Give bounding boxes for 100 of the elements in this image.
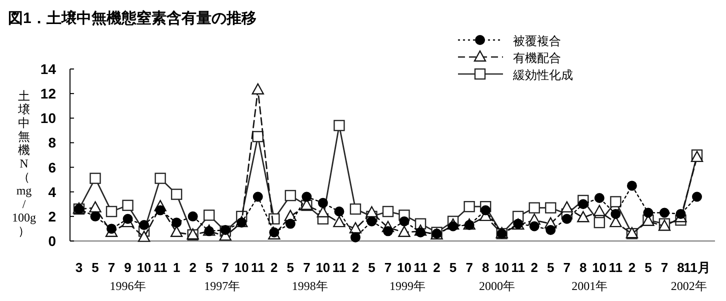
text: 2001年: [572, 279, 608, 293]
y-tick-label: 6: [48, 159, 56, 176]
point: [659, 208, 670, 218]
x-tick-label: 11: [332, 260, 346, 275]
point: [398, 226, 410, 237]
x-tick-label: 5: [449, 260, 457, 275]
x-tick-label: 7: [222, 260, 229, 275]
point: [594, 193, 604, 203]
x-tick-label: 10: [234, 260, 249, 275]
text: 1999年: [390, 279, 426, 293]
point: [350, 232, 360, 242]
text: 2002年: [670, 279, 707, 293]
y-tick-label: 12: [40, 86, 56, 102]
point: [236, 218, 247, 228]
y-tick-label: 14: [40, 61, 56, 77]
point: [318, 198, 328, 208]
point: [545, 202, 556, 214]
point: [448, 221, 458, 232]
point: [577, 211, 590, 222]
point: [138, 230, 150, 242]
y-tick-label: 4: [48, 184, 56, 200]
text: 2000年: [478, 279, 515, 293]
y-tick-label: 0: [48, 233, 56, 249]
y-tick-label: 10: [40, 110, 56, 126]
x-tick-label: 11: [414, 260, 428, 275]
x-tick-label: 1: [172, 260, 180, 275]
point: [188, 211, 198, 222]
x-tick-label: 5: [547, 260, 554, 275]
x-tick-label: 2: [352, 260, 360, 275]
text: 1996年: [110, 279, 146, 293]
point: [399, 216, 410, 226]
point: [676, 208, 686, 219]
point: [578, 199, 588, 210]
point: [349, 222, 362, 234]
point: [382, 206, 394, 218]
x-tick-label: 10: [494, 260, 510, 275]
point: [480, 205, 491, 216]
x-tick-label: 2: [189, 260, 196, 275]
x-tick-label: 10: [316, 260, 330, 275]
text: 1997年: [204, 279, 240, 293]
point: [416, 227, 426, 238]
text: 土壌中無機N（mg/100g）: [12, 89, 36, 238]
x-tick-label: 10: [397, 260, 412, 275]
x-tick-label: 7: [660, 260, 668, 275]
point: [90, 211, 100, 222]
legend-label: 有機配合: [513, 51, 561, 65]
point: [366, 216, 377, 226]
x-tick-label: 11: [608, 260, 623, 275]
point: [154, 172, 166, 184]
x-tick-label: 2: [270, 260, 278, 275]
y-tick-label: 8: [48, 134, 56, 151]
point: [333, 216, 346, 228]
x-tick-label: 2: [530, 260, 538, 275]
point: [204, 226, 214, 236]
point: [383, 226, 393, 236]
x-tick-label: 2: [628, 260, 636, 275]
point: [172, 218, 182, 228]
x-tick-label: 11月: [684, 260, 710, 275]
point: [643, 208, 654, 218]
x-tick-label: 5: [286, 260, 294, 275]
point: [529, 221, 540, 232]
y-tick-label: 2: [48, 208, 56, 224]
point: [122, 214, 133, 224]
point: [464, 201, 475, 212]
point: [139, 220, 150, 230]
point: [106, 206, 118, 218]
point: [284, 190, 296, 202]
x-tick-label: 11: [511, 260, 525, 275]
x-tick-label: 11: [251, 260, 265, 275]
point: [106, 224, 117, 234]
x-tick-label: 8: [677, 260, 684, 275]
legend-label: 緩効性化成: [512, 68, 573, 82]
point: [350, 203, 362, 215]
x-tick-label: 7: [384, 260, 392, 275]
point: [155, 205, 166, 216]
x-tick-label: 5: [92, 260, 99, 275]
point: [170, 226, 183, 237]
x-tick-label: 7: [466, 260, 473, 275]
x-tick-label: 3: [75, 260, 83, 275]
point: [285, 218, 296, 229]
point: [334, 206, 344, 217]
x-tick-label: 2: [433, 260, 440, 275]
point: [610, 196, 622, 208]
x-tick-label: 11: [153, 260, 168, 275]
x-tick-label: 8: [482, 260, 490, 275]
point: [170, 188, 182, 200]
point: [334, 120, 345, 132]
point: [122, 200, 134, 211]
point: [252, 83, 264, 94]
point: [366, 206, 378, 218]
point: [89, 201, 102, 212]
point: [90, 172, 101, 184]
x-tick-label: 10: [136, 260, 152, 275]
x-tick-label: 5: [205, 260, 213, 275]
point: [562, 214, 572, 224]
x-tick-label: 5: [644, 260, 652, 275]
x-tick-label: 7: [563, 260, 571, 275]
point: [546, 224, 556, 235]
point: [626, 180, 637, 191]
x-tick-label: 8: [580, 260, 587, 275]
